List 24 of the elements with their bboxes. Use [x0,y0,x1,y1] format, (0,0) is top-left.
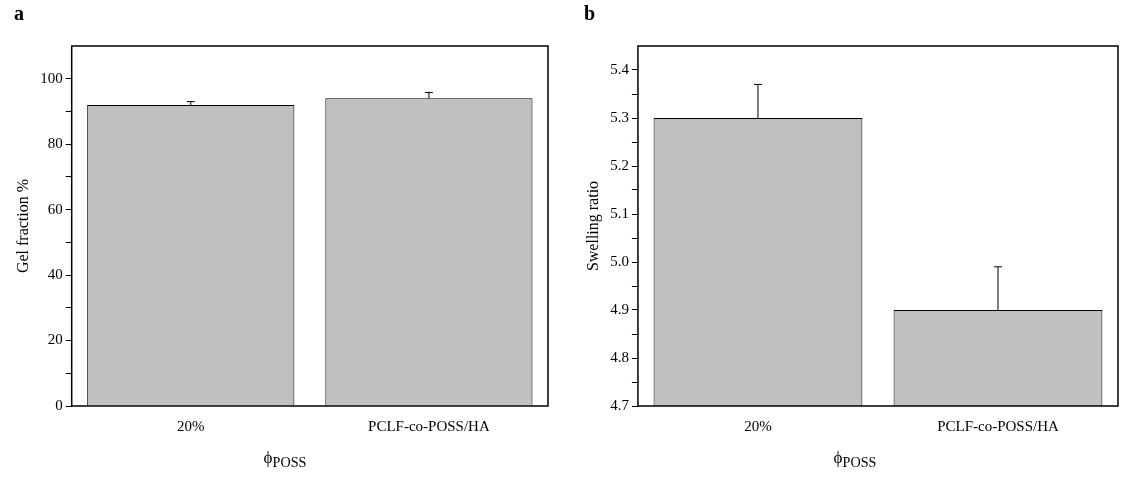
x-tick-label: PCLF-co-POSS/HA [937,417,1059,434]
x-axis-title: ϕ$_{POSS}$ [832,448,878,472]
x-axis-title: ϕ$_{POSS}$ [262,448,308,472]
chart-title: b [584,2,596,25]
y-axis-title: Swelling ratio [583,180,602,272]
y-tick-label: 4.9 [610,300,629,317]
y-axis-title: Gel fraction % [13,178,31,274]
y-tick-label: 4.8 [610,348,629,365]
y-tick-label: 5.2 [610,156,629,173]
x-tick-label: PCLF-co-POSS/HA [368,417,490,434]
y-tick-label: 0 [55,396,63,413]
y-tick-label: 5.0 [610,252,629,269]
y-tick-label: 4.7 [610,396,630,413]
y-tick-label: 5.1 [610,204,629,221]
chart-title: a [14,2,24,25]
y-tick-label: 5.4 [610,60,630,77]
x-tick-label: 20% [177,417,205,434]
x-tick-label: 20% [744,417,772,434]
y-tick-label: 60 [47,200,63,217]
y-tick-label: 5.3 [610,108,629,125]
y-tick-label: 80 [47,135,63,152]
y-tick-label: 20 [47,331,63,348]
y-tick-label: 40 [47,266,63,283]
y-tick-label: 100 [40,69,63,86]
